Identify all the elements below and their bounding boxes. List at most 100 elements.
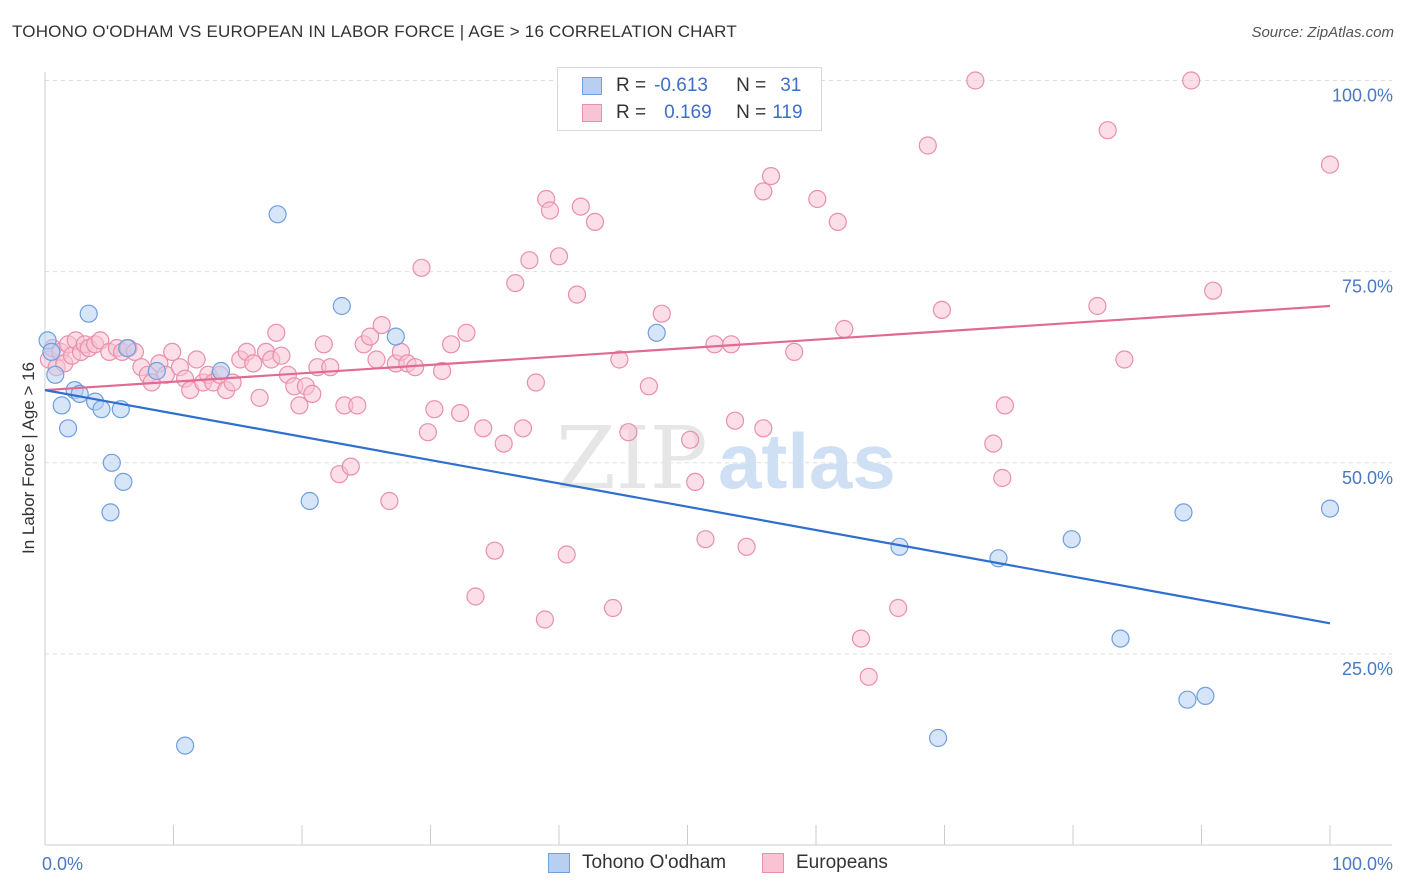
data-point bbox=[1098, 121, 1117, 140]
data-point bbox=[303, 384, 322, 403]
data-point bbox=[1088, 296, 1107, 316]
data-point bbox=[348, 396, 367, 415]
chart-title: TOHONO O'ODHAM VS EUROPEAN IN LABOR FORC… bbox=[12, 22, 737, 41]
data-point bbox=[506, 274, 525, 293]
data-point bbox=[102, 453, 121, 472]
data-point bbox=[526, 373, 546, 392]
data-point bbox=[341, 457, 360, 476]
data-point bbox=[1111, 629, 1130, 648]
data-point bbox=[557, 545, 576, 564]
x-tick-label: 100.0% bbox=[1332, 854, 1393, 874]
data-point bbox=[540, 201, 560, 220]
data-point bbox=[1196, 686, 1215, 706]
y-tick-label: 75.0% bbox=[1342, 277, 1393, 297]
data-point bbox=[1203, 281, 1223, 300]
series-legend-label: Tohono O'odham bbox=[582, 852, 727, 873]
series-swatch-europeans bbox=[762, 853, 784, 873]
y-tick-label: 50.0% bbox=[1342, 468, 1393, 488]
data-point bbox=[754, 419, 773, 438]
data-point bbox=[58, 419, 78, 438]
legend-r-value: -0.613 bbox=[654, 75, 708, 96]
data-point bbox=[485, 541, 504, 560]
legend-swatch-tohono bbox=[582, 77, 602, 95]
data-point bbox=[993, 468, 1012, 488]
data-point bbox=[79, 304, 98, 323]
data-point bbox=[92, 400, 111, 419]
data-point bbox=[474, 419, 493, 438]
data-point bbox=[725, 411, 745, 430]
data-point bbox=[1062, 530, 1081, 549]
data-point bbox=[386, 327, 405, 346]
data-point bbox=[42, 342, 61, 361]
data-point bbox=[314, 335, 333, 354]
data-point bbox=[535, 610, 555, 629]
data-point bbox=[513, 419, 533, 438]
data-point bbox=[585, 212, 605, 231]
legend-r-value: 0.169 bbox=[664, 102, 712, 123]
data-point bbox=[520, 251, 539, 270]
data-point bbox=[686, 472, 705, 491]
series-legend-europeans: Europeans bbox=[762, 852, 888, 874]
data-point bbox=[696, 530, 715, 549]
series-swatch-tohono bbox=[548, 853, 570, 873]
data-point bbox=[433, 361, 452, 381]
data-point bbox=[754, 182, 773, 201]
y-tick-label: 25.0% bbox=[1342, 659, 1393, 679]
data-point bbox=[918, 136, 937, 155]
data-point bbox=[549, 247, 569, 266]
data-point bbox=[928, 728, 948, 748]
data-point bbox=[187, 350, 206, 369]
data-point bbox=[372, 316, 391, 335]
data-point bbox=[1115, 350, 1134, 369]
correlation-legend: R = -0.613 N = 31 R = 0.169 N = 119 bbox=[557, 67, 822, 131]
data-point bbox=[332, 296, 351, 316]
data-point bbox=[367, 350, 386, 369]
data-point bbox=[101, 503, 120, 522]
data-point bbox=[785, 342, 804, 361]
data-point bbox=[268, 205, 287, 224]
europeans-trend-line bbox=[44, 304, 1331, 392]
data-point bbox=[250, 388, 269, 407]
data-point bbox=[412, 258, 431, 277]
data-point bbox=[442, 335, 461, 354]
data-point bbox=[647, 323, 666, 342]
legend-row-europeans: R = 0.169 N = 119 bbox=[582, 100, 803, 126]
data-point bbox=[118, 339, 137, 358]
data-point bbox=[828, 212, 847, 231]
trend-lines bbox=[44, 304, 1331, 625]
data-point bbox=[114, 472, 133, 491]
data-point bbox=[418, 423, 437, 442]
data-point bbox=[267, 323, 286, 342]
grid-lines bbox=[45, 80, 1392, 655]
data-point bbox=[610, 350, 629, 369]
data-point bbox=[466, 587, 485, 606]
data-point bbox=[1320, 499, 1340, 518]
y-axis-label: In Labor Force | Age > 16 bbox=[19, 362, 38, 554]
series-legend-label: Europeans bbox=[796, 852, 888, 873]
data-point bbox=[966, 71, 985, 90]
data-point bbox=[457, 323, 476, 342]
data-point bbox=[571, 197, 590, 216]
data-point bbox=[705, 335, 724, 354]
data-point bbox=[361, 327, 380, 346]
data-point bbox=[300, 491, 319, 511]
data-point bbox=[290, 396, 309, 415]
data-point bbox=[1174, 503, 1193, 522]
data-point bbox=[984, 434, 1003, 453]
series-legend-tohono: Tohono O'odham bbox=[548, 852, 726, 874]
data-point bbox=[46, 365, 65, 384]
data-point bbox=[639, 377, 659, 396]
data-point bbox=[737, 537, 756, 556]
legend-n-label: N = bbox=[736, 102, 767, 123]
data-point bbox=[603, 598, 623, 618]
data-point bbox=[619, 423, 638, 442]
axes bbox=[44, 72, 1392, 846]
data-point bbox=[52, 396, 71, 415]
legend-r-label: R = bbox=[616, 75, 647, 96]
data-point bbox=[859, 667, 878, 686]
data-point bbox=[321, 358, 340, 377]
legend-n-value: 31 bbox=[780, 75, 802, 96]
data-point bbox=[244, 354, 263, 373]
data-point bbox=[1182, 71, 1201, 90]
